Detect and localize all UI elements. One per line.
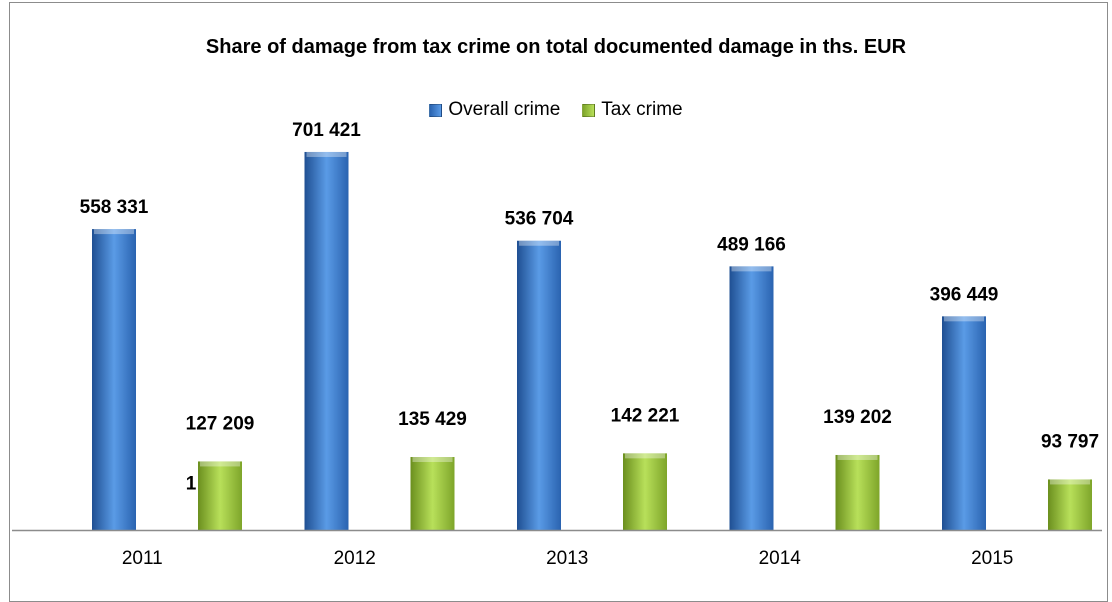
bar-overall-crime-2015 bbox=[942, 316, 986, 530]
bar-tax-crime-2011 bbox=[198, 461, 242, 530]
legend-label-overall-crime: Overall crime bbox=[448, 99, 561, 120]
x-tick-label-2014: 2014 bbox=[759, 548, 802, 569]
data-label-tax-crime-2011: 127 209 bbox=[186, 413, 255, 434]
x-axis: 2011 2012 2013 2014 2015 bbox=[12, 529, 1102, 569]
bar-tax-crime-2012 bbox=[410, 457, 455, 530]
bar-bevel-tax-crime-2013 bbox=[625, 453, 665, 459]
bar-tax-crime-2013 bbox=[623, 453, 667, 530]
legend-swatch-overall-crime bbox=[429, 103, 443, 117]
bars-group bbox=[92, 151, 1092, 530]
data-label-tax-crime-2012: 135 429 bbox=[398, 409, 467, 430]
bar-bevel-tax-crime-2014 bbox=[837, 454, 878, 460]
bar-bevel-overall-crime-2015 bbox=[944, 316, 984, 322]
data-label-overall-crime-2014: 489 166 bbox=[717, 234, 786, 255]
data-label-overall-crime-2011: 558 331 bbox=[80, 197, 149, 218]
x-tick-label-2013: 2013 bbox=[546, 548, 588, 569]
bar-overall-crime-2014 bbox=[729, 266, 774, 530]
x-tick-label-2011: 2011 bbox=[122, 548, 163, 569]
annotation-0: 1 bbox=[186, 473, 197, 494]
data-label-tax-crime-2015: 93 797 bbox=[1041, 431, 1099, 452]
legend: Overall crime Tax crime bbox=[0, 99, 1112, 121]
chart-title: Share of damage from tax crime on total … bbox=[205, 36, 907, 58]
x-tick-label-2015: 2015 bbox=[971, 548, 1013, 569]
bar-bevel-overall-crime-2013 bbox=[519, 240, 559, 246]
bar-overall-crime-2011 bbox=[92, 229, 136, 530]
data-label-overall-crime-2013: 536 704 bbox=[505, 209, 574, 230]
legend-item-tax-crime: Tax crime bbox=[582, 99, 683, 121]
bar-bevel-tax-crime-2012 bbox=[412, 457, 453, 463]
x-tick-label-2012: 2012 bbox=[334, 548, 376, 569]
legend-swatch-tax-crime bbox=[582, 103, 596, 117]
data-label-overall-crime-2012: 701 421 bbox=[292, 120, 361, 141]
bar-tax-crime-2014 bbox=[835, 454, 880, 530]
bar-overall-crime-2013 bbox=[517, 240, 561, 530]
bar-tax-crime-2015 bbox=[1048, 479, 1092, 530]
bar-bevel-overall-crime-2011 bbox=[94, 229, 134, 235]
bar-overall-crime-2012 bbox=[304, 151, 349, 530]
legend-label-tax-crime: Tax crime bbox=[601, 99, 683, 120]
legend-item-overall-crime: Overall crime bbox=[429, 99, 560, 121]
data-labels-group: 558 331 127 209 701 421 135 429 536 704 142 2… bbox=[80, 120, 1099, 494]
bar-bevel-overall-crime-2012 bbox=[306, 151, 347, 157]
data-label-tax-crime-2013: 142 221 bbox=[611, 405, 680, 426]
data-label-tax-crime-2014: 139 202 bbox=[823, 407, 892, 428]
data-label-overall-crime-2015: 396 449 bbox=[930, 284, 999, 305]
bar-bevel-tax-crime-2015 bbox=[1050, 479, 1090, 485]
bar-bevel-tax-crime-2011 bbox=[200, 461, 240, 467]
bar-bevel-overall-crime-2014 bbox=[731, 266, 772, 272]
